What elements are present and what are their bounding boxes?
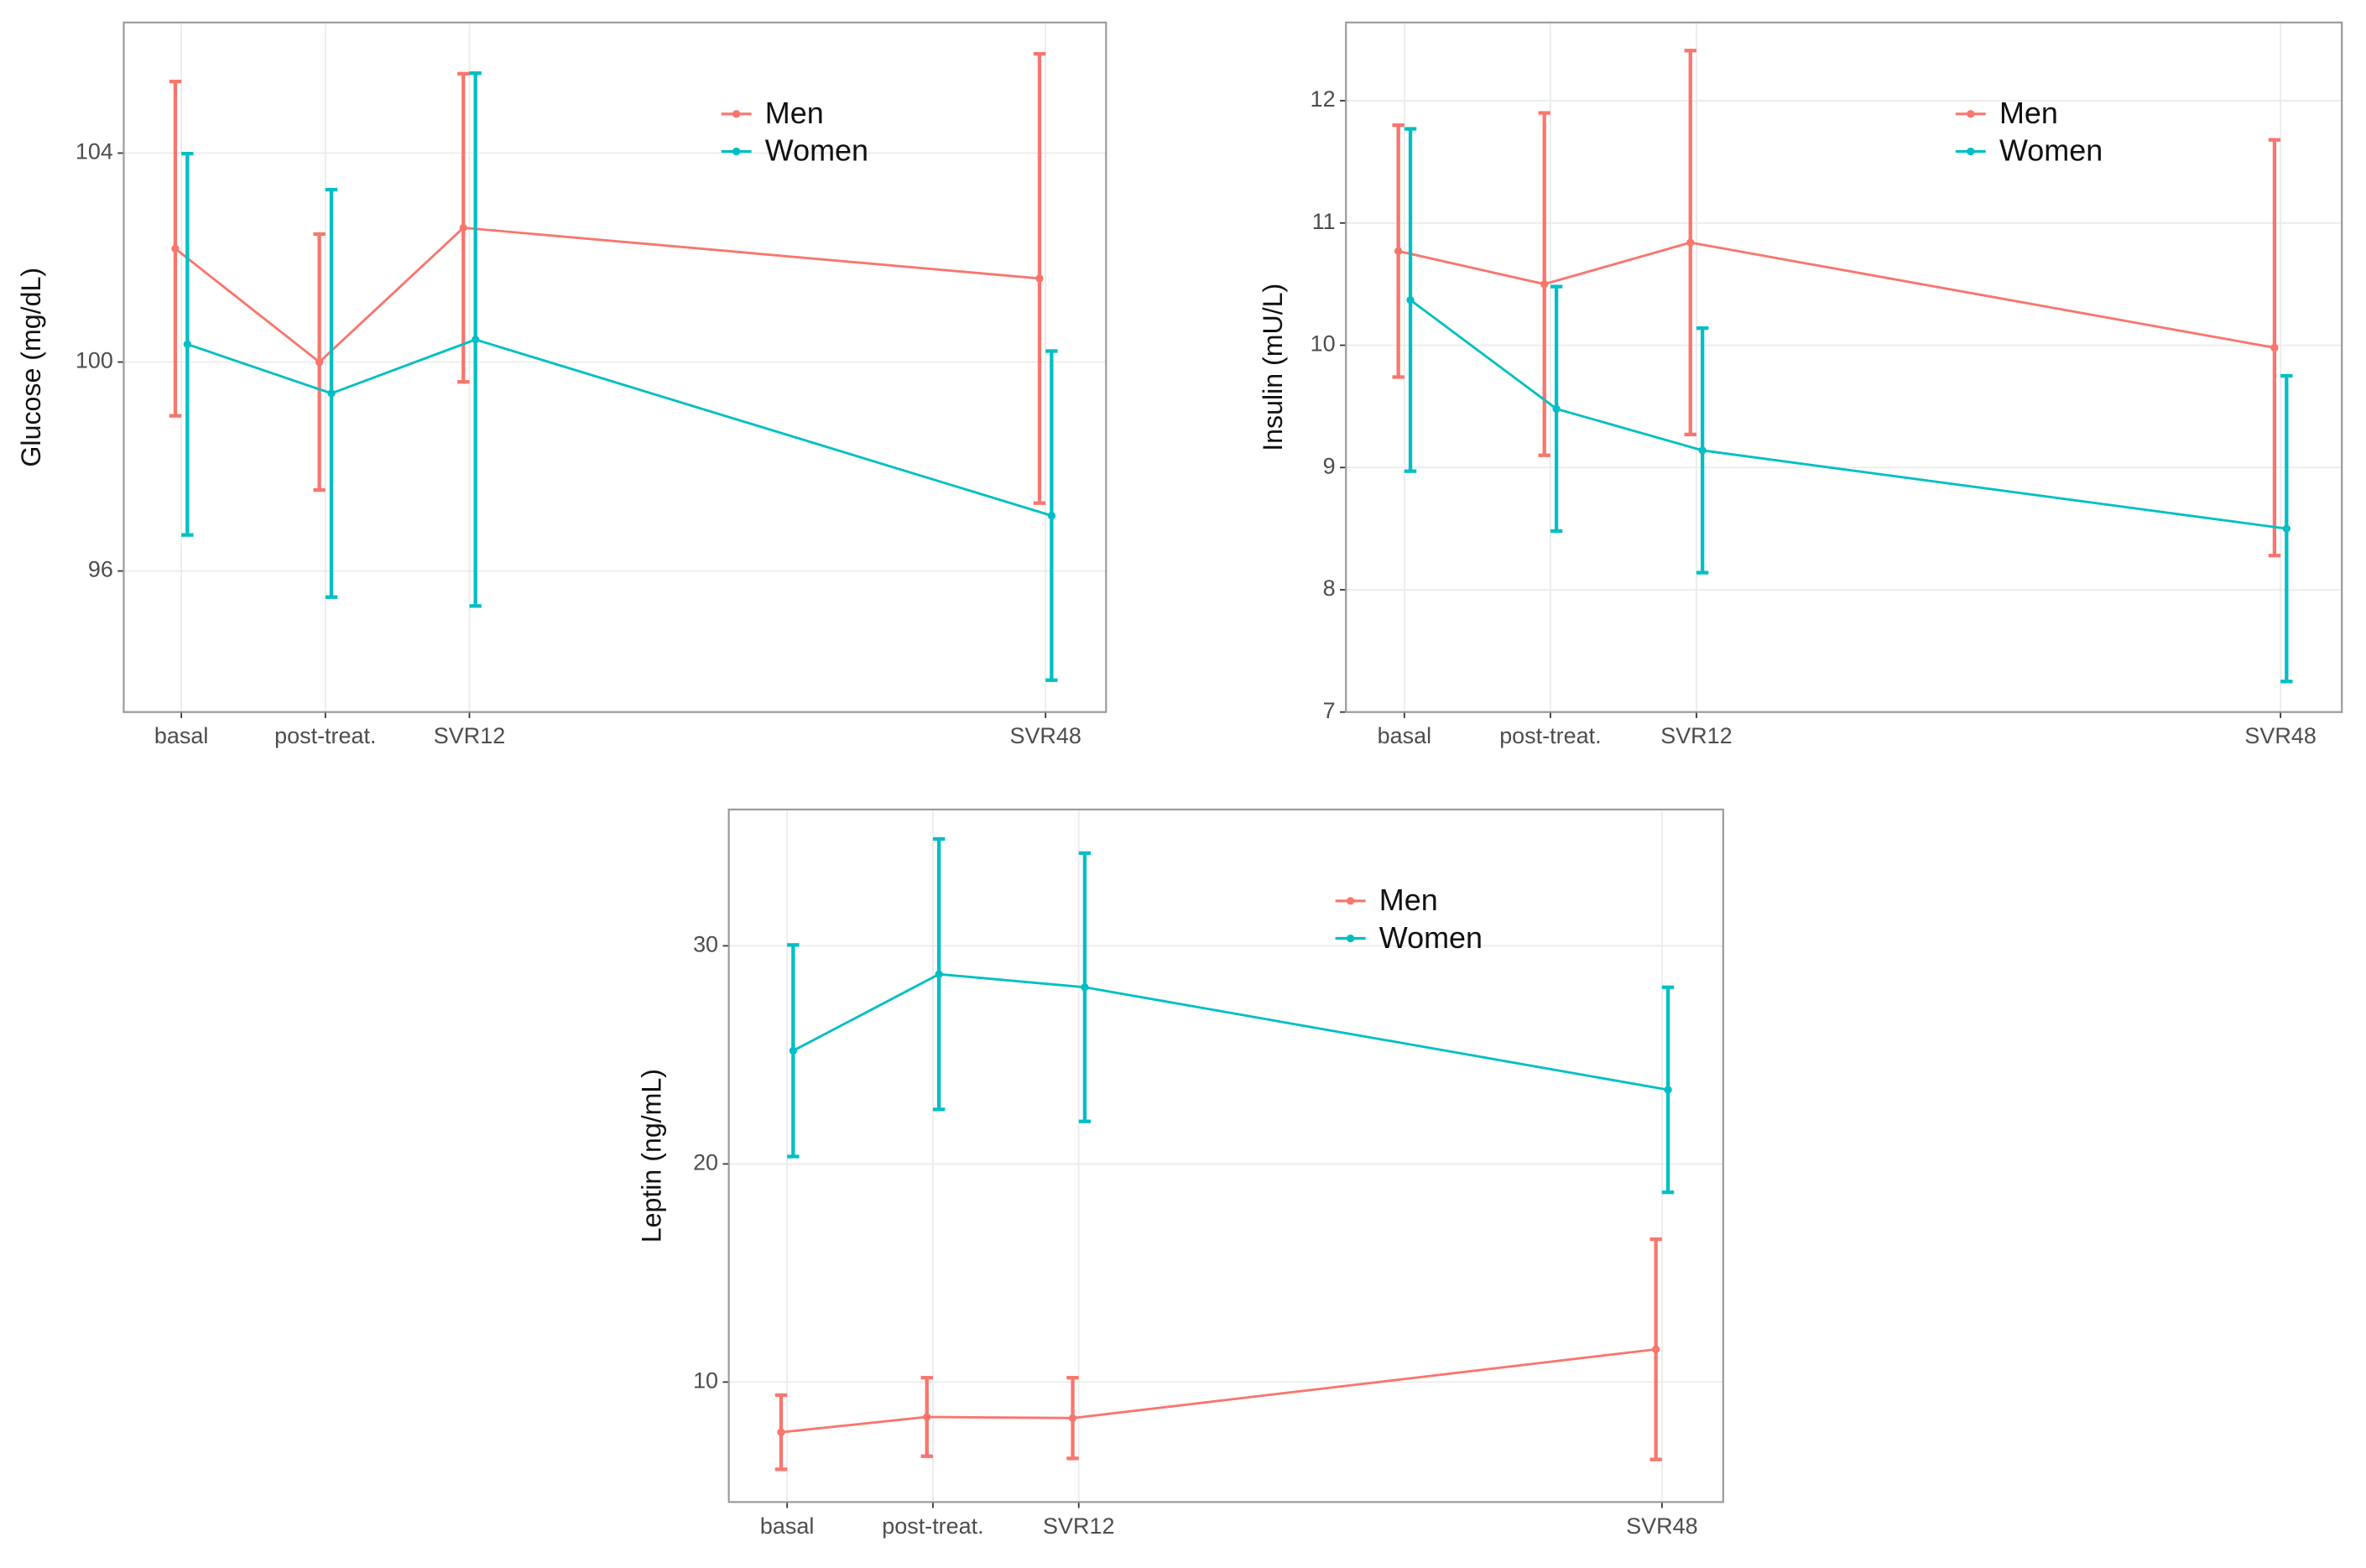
plot-border: [1345, 21, 2343, 713]
panel: 96 100 104 basal post-treat. SVR12 SVR48 Glucos…: [16, 21, 1107, 748]
point: [923, 1413, 931, 1421]
x-tick-label: post-treat.: [882, 1513, 983, 1539]
y-axis-title: Insulin (mU/L): [1258, 284, 1288, 451]
point: [1068, 1414, 1077, 1422]
point: [472, 336, 480, 344]
plot-background: [123, 22, 1107, 712]
point: [1081, 983, 1089, 992]
point: [1651, 1345, 1660, 1354]
panel: 10 20 30 basal post-treat. SVR12 SVR48 Leptin (…: [636, 808, 1724, 1539]
point: [2270, 343, 2279, 352]
point: [1698, 446, 1707, 455]
y-axis-title: Leptin (ng/mL): [636, 1069, 666, 1242]
x-tick-label: basal: [154, 723, 208, 748]
series-line: [175, 227, 1040, 364]
point: [1047, 511, 1056, 520]
plot-border: [727, 808, 1724, 1503]
y-tick-label: 10: [693, 1368, 718, 1393]
legend-label: Women: [1999, 134, 2103, 168]
point: [1552, 404, 1561, 413]
y-tick-label: 8: [1323, 576, 1336, 601]
x-tick-label: SVR12: [1043, 1513, 1114, 1539]
plot-border: [122, 21, 1107, 713]
y-tick-label: 12: [1311, 86, 1336, 112]
y-tick-label: 7: [1323, 698, 1336, 723]
legend-label: Men: [765, 96, 824, 130]
legend-key-point: [1967, 147, 1975, 156]
x-tick-label: SVR12: [1660, 723, 1732, 748]
y-tick-label: 9: [1323, 453, 1336, 478]
plot-background: [728, 809, 1723, 1503]
series-line: [1410, 299, 2287, 530]
x-tick-label: basal: [760, 1513, 814, 1539]
plot-background: [1346, 22, 2343, 712]
legend-key-point: [732, 147, 741, 156]
point: [935, 970, 943, 978]
point: [1394, 247, 1403, 255]
legend-key-point: [1346, 934, 1355, 943]
legend-key-point: [1346, 897, 1355, 905]
y-tick-label: 96: [88, 557, 113, 582]
point: [459, 223, 467, 232]
point: [327, 389, 336, 398]
y-tick-label: 11: [1312, 209, 1336, 234]
point: [1686, 238, 1695, 247]
point: [1406, 295, 1415, 305]
x-tick-label: post-treat.: [1499, 723, 1601, 748]
y-tick-label: 100: [76, 348, 113, 373]
x-tick-label: SVR48: [2244, 723, 2316, 748]
legend-key-point: [732, 110, 741, 118]
y-tick-label: 20: [693, 1150, 718, 1175]
point: [171, 244, 180, 253]
y-tick-label: 104: [76, 139, 113, 164]
legend-label: Men: [1999, 96, 2058, 130]
point: [315, 357, 324, 367]
point: [789, 1046, 798, 1055]
y-tick-label: 30: [693, 932, 718, 957]
series-line: [780, 1347, 1656, 1434]
x-tick-label: SVR12: [434, 723, 505, 748]
x-tick-label: post-treat.: [274, 723, 376, 748]
point: [183, 340, 192, 349]
legend-key-point: [1967, 110, 1975, 118]
y-axis-title: Glucose (mg/dL): [16, 268, 46, 467]
y-tick-label: 10: [1311, 331, 1336, 357]
legend-label: Women: [1379, 921, 1483, 955]
series-line: [186, 338, 1052, 517]
panel: 7 8 9 10 11 12 basal post-treat. SVR12 SVR48 Insul…: [1258, 21, 2343, 748]
x-tick-label: basal: [1378, 723, 1431, 748]
x-tick-label: SVR48: [1626, 1513, 1697, 1539]
legend-label: Women: [765, 134, 868, 168]
point: [1664, 1086, 1672, 1094]
point: [1035, 274, 1044, 283]
series-line: [1398, 241, 2275, 349]
x-tick-label: SVR48: [1009, 723, 1081, 748]
point: [2282, 524, 2290, 533]
point: [777, 1428, 785, 1436]
point: [1540, 280, 1549, 289]
series-line: [792, 972, 1669, 1091]
legend-label: Men: [1379, 883, 1438, 917]
